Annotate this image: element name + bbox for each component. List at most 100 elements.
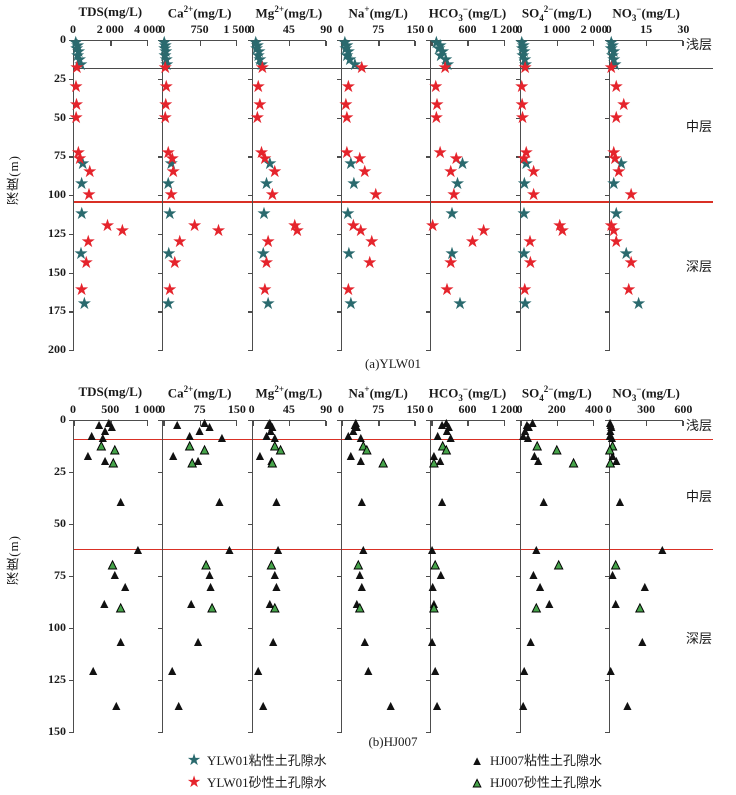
star-marker-icon: ★ bbox=[339, 143, 355, 163]
y-axis-tick bbox=[336, 628, 342, 630]
star-marker-icon: ★ bbox=[603, 216, 619, 235]
panel-Mg bbox=[247, 420, 327, 734]
triangle-marker-icon: ▲ bbox=[349, 420, 364, 436]
star-marker-icon: ★ bbox=[262, 154, 278, 173]
y-tick-label: 125 bbox=[48, 672, 66, 686]
y-axis-tick bbox=[158, 420, 164, 422]
triangle-marker-icon: ▲ bbox=[439, 416, 454, 432]
star-marker-icon: ★ bbox=[160, 143, 176, 163]
y-axis-tick bbox=[515, 311, 521, 313]
star-marker-icon: ★ bbox=[432, 143, 448, 163]
y-tick-label: 125 bbox=[48, 225, 66, 240]
x-tick-label: 1 200 bbox=[491, 22, 519, 36]
triangle-marker-icon: ▲ bbox=[92, 418, 107, 434]
triangle-marker-icon: ▲ bbox=[113, 601, 128, 617]
x-tick-label: 500 bbox=[101, 402, 120, 416]
triangle-marker-icon: ▲ bbox=[267, 430, 282, 446]
star-marker-icon: ★ bbox=[517, 57, 533, 77]
triangle-marker-icon: ▲ bbox=[351, 557, 366, 573]
triangle-marker-icon: ▲ bbox=[264, 453, 279, 469]
x-axis-tick bbox=[503, 421, 506, 426]
x-tick-label: 600 bbox=[674, 402, 693, 416]
triangle-marker-icon: ▲ bbox=[526, 568, 541, 583]
star-marker-icon: ★ bbox=[163, 185, 179, 204]
triangle-marker-icon: ▲ bbox=[222, 543, 237, 559]
x-axis-tick bbox=[431, 421, 433, 426]
triangle-marker-icon: ▲ bbox=[165, 663, 180, 679]
triangle-marker-icon: ▲ bbox=[516, 428, 531, 444]
triangle-marker-icon: ▲ bbox=[428, 663, 443, 679]
star-marker-icon: ★ bbox=[518, 143, 534, 163]
panel-title: NO3−(mg/L) bbox=[612, 384, 680, 403]
triangle-marker-icon: ▲ bbox=[269, 580, 284, 596]
y-axis-tick bbox=[426, 420, 432, 422]
panel-title: Ca2+(mg/L) bbox=[167, 384, 232, 401]
x-axis-tick bbox=[163, 41, 165, 46]
star-marker-icon: ★ bbox=[256, 203, 272, 223]
x-axis-tick bbox=[199, 421, 201, 426]
y-axis-tick bbox=[69, 78, 74, 81]
triangle-marker-icon: ▲ bbox=[197, 443, 212, 459]
x-tick-label: 750 bbox=[190, 22, 209, 36]
y-axis-tick bbox=[426, 117, 432, 119]
y-axis-tick bbox=[247, 524, 253, 526]
y-tick-label: 50 bbox=[54, 109, 66, 124]
y-axis-tick bbox=[336, 311, 342, 313]
star-marker-icon: ★ bbox=[515, 45, 531, 65]
y-axis-tick bbox=[69, 233, 74, 236]
x-tick-label: 1 000 bbox=[543, 22, 571, 36]
star-marker-icon: ★ bbox=[516, 174, 532, 194]
y-axis-tick bbox=[426, 732, 432, 734]
star-marker-icon: ★ bbox=[603, 39, 619, 59]
x-axis-tick bbox=[609, 41, 612, 46]
triangle-marker-icon: ▲ bbox=[347, 418, 362, 434]
x-axis-tick bbox=[199, 41, 201, 46]
star-marker-icon: ★ bbox=[362, 253, 378, 273]
figure-b-caption: (b)HJ007 bbox=[368, 734, 418, 749]
triangle-marker-icon: ▲ bbox=[356, 543, 371, 559]
triangle-marker-icon: ▲ bbox=[98, 453, 112, 469]
star-marker-icon: ★ bbox=[68, 76, 84, 96]
triangle-marker-icon: ▲ bbox=[529, 601, 544, 617]
x-axis-tick bbox=[593, 41, 595, 46]
layer-label: 深层 bbox=[686, 630, 713, 646]
y-axis-tick bbox=[515, 420, 521, 422]
star-marker-icon: ★ bbox=[446, 185, 462, 204]
y-axis-tick bbox=[426, 156, 432, 158]
star-marker-icon: ★ bbox=[186, 752, 202, 769]
star-marker-icon: ★ bbox=[249, 107, 266, 127]
y-axis-tick bbox=[515, 40, 521, 42]
layer-label: 浅层 bbox=[686, 418, 713, 434]
y-axis-tick bbox=[515, 472, 521, 474]
star-marker-icon: ★ bbox=[526, 161, 542, 181]
triangle-marker-icon: ▲ bbox=[603, 418, 618, 434]
triangle-marker-icon: ▲ bbox=[435, 418, 449, 434]
y-axis-tick bbox=[158, 272, 164, 274]
y-axis-tick bbox=[426, 472, 432, 474]
x-axis-tick bbox=[146, 421, 148, 426]
star-marker-icon: ★ bbox=[157, 45, 173, 65]
y-axis-tick bbox=[426, 272, 432, 274]
star-marker-icon: ★ bbox=[429, 95, 445, 115]
triangle-marker-icon: ▲ bbox=[267, 568, 282, 583]
layer-label: 浅层 bbox=[686, 36, 713, 52]
panel-title: Ca2+(mg/L) bbox=[167, 4, 232, 21]
triangle-marker-icon: ▲ bbox=[433, 568, 448, 583]
triangle-marker-icon: ▲ bbox=[605, 439, 620, 455]
star-marker-icon: ★ bbox=[338, 39, 354, 59]
x-tick-label: 0 bbox=[605, 402, 612, 416]
x-axis-tick bbox=[431, 41, 433, 46]
triangle-marker-icon: ▲ bbox=[533, 580, 547, 596]
y-axis-tick bbox=[247, 680, 253, 682]
triangle-marker-icon: ▲ bbox=[170, 418, 185, 434]
x-tick-label: 2 000 bbox=[580, 22, 608, 36]
star-marker-icon: ★ bbox=[347, 54, 363, 74]
star-marker-icon: ★ bbox=[70, 45, 86, 65]
star-marker-icon: ★ bbox=[267, 161, 283, 181]
x-axis-tick bbox=[503, 41, 506, 46]
triangle-marker-icon: ▲ bbox=[637, 580, 652, 596]
y-axis-tick bbox=[515, 350, 521, 352]
legend-label: HJ007砂性土孔隙水 bbox=[490, 775, 602, 790]
y-axis-tick bbox=[426, 350, 432, 352]
x-tick-label: 200 bbox=[547, 402, 566, 416]
